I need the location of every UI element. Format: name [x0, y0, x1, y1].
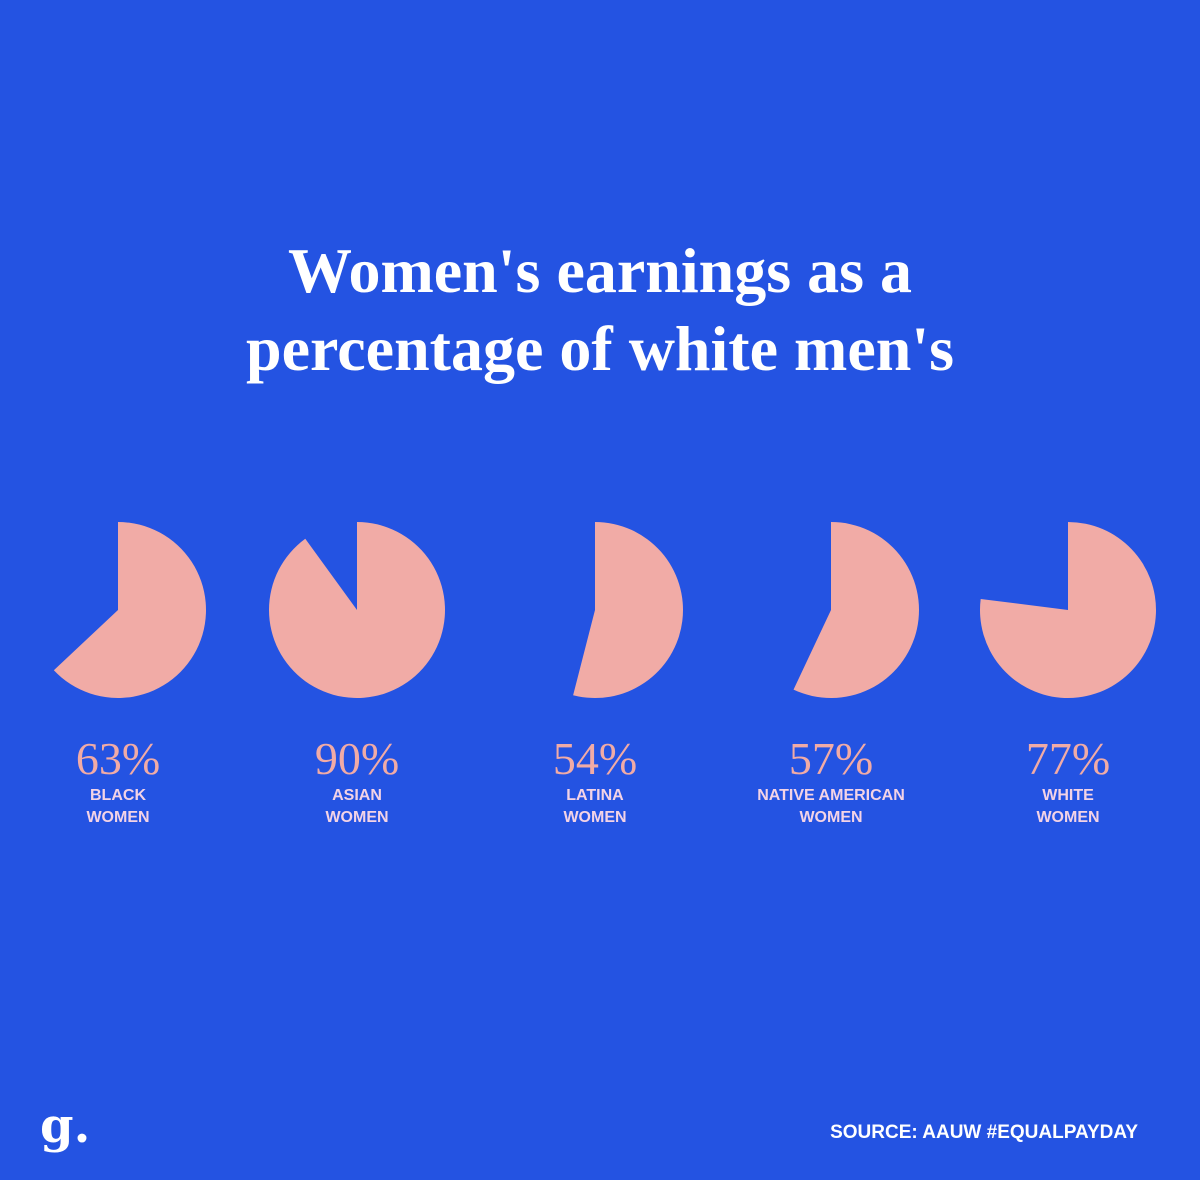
value-label: 54% — [552, 733, 638, 784]
pie-slice — [268, 522, 445, 698]
value-label: 77% — [1025, 733, 1111, 784]
pie-slice — [980, 522, 1156, 699]
value-label: 57% — [788, 733, 874, 784]
logo: g. — [40, 1098, 91, 1154]
pie-slice — [573, 522, 684, 699]
category-label: BLACK WOMEN — [86, 787, 150, 826]
category-label: WHITE WOMEN — [1036, 787, 1100, 826]
source: SOURCE: AAUW #EQUALPAYDAY — [830, 1122, 1138, 1143]
category-label: ASIAN WOMEN — [325, 787, 389, 826]
category-label: NATIVE AMERICAN WOMEN — [757, 787, 905, 826]
value-label: 63% — [75, 733, 161, 784]
category-label: LATINA WOMEN — [563, 787, 627, 826]
pie-slice — [793, 522, 920, 698]
pie-slice — [53, 522, 206, 698]
value-label: 90% — [314, 733, 400, 784]
chart-title: Women's earnings as a percentage of whit… — [246, 235, 954, 384]
